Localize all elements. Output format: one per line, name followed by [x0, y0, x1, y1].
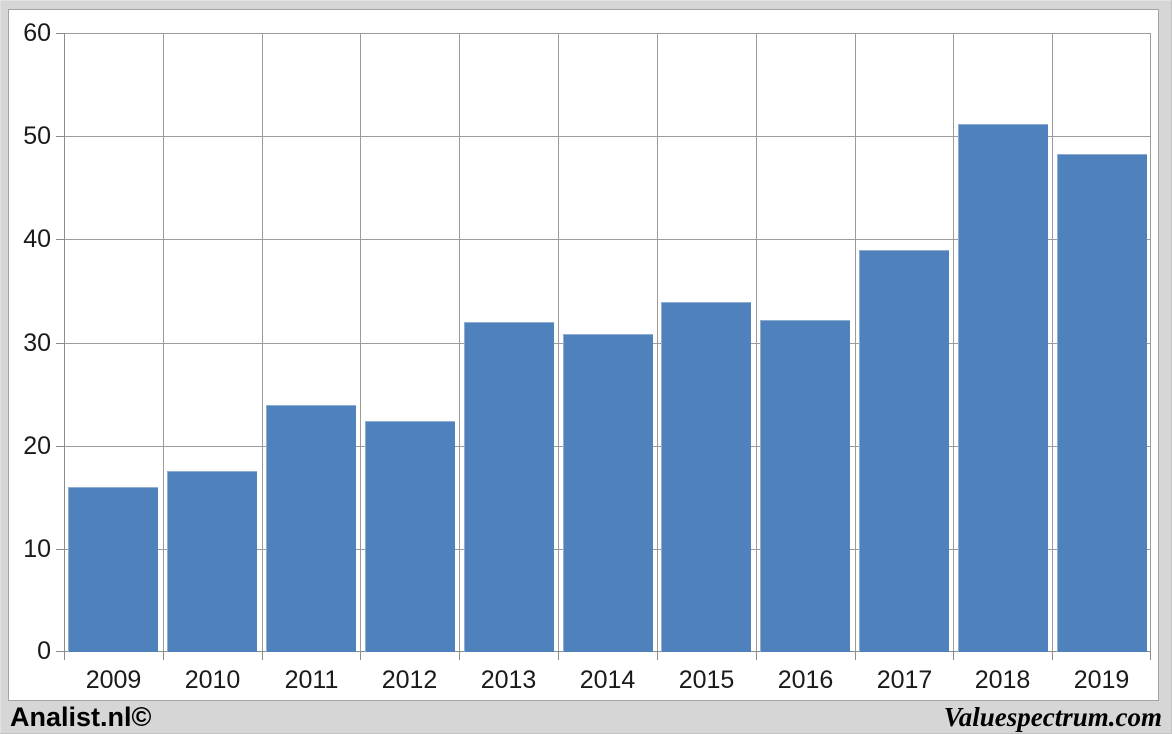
bar-2014: [563, 334, 653, 652]
footer-brand-analist: Analist.nl©: [10, 702, 152, 732]
bar-2012: [365, 421, 455, 652]
x-axis-label: 2019: [1073, 666, 1130, 694]
bar-2016: [760, 320, 850, 652]
horizontal-gridline: [64, 33, 1151, 34]
x-axis-tick: [360, 652, 361, 660]
x-axis-label: 2014: [579, 666, 636, 694]
y-axis-tick: [56, 549, 64, 550]
y-axis-tick: [56, 651, 64, 652]
x-axis-tick: [953, 652, 954, 660]
x-axis-label: 2011: [284, 666, 339, 694]
chart-panel: 0 10 20 30 40 50 60 2009 2010 2011 2012 2013 2014 201…: [8, 9, 1159, 701]
plot-area: 0 10 20 30 40 50 60 2009 2010 2011 2012 2013 2014 201…: [23, 19, 1151, 694]
x-axis-tick: [756, 652, 757, 660]
y-axis-label: 30: [23, 329, 51, 357]
horizontal-gridline: [64, 239, 1151, 240]
x-axis-label: 2009: [85, 666, 142, 694]
bar-2019: [1057, 154, 1147, 652]
x-axis-label: 2017: [876, 666, 933, 694]
x-axis-tick: [657, 652, 658, 660]
horizontal-gridline: [64, 136, 1151, 137]
y-axis-label: 0: [37, 637, 51, 665]
x-axis-label: 2013: [480, 666, 537, 694]
y-axis-tick: [56, 239, 64, 240]
y-axis-tick: [56, 343, 64, 344]
x-axis-tick: [262, 652, 263, 660]
x-axis-tick: [163, 652, 164, 660]
x-axis-tick: [1150, 652, 1151, 660]
x-axis-tick: [1052, 652, 1053, 660]
bar-2013: [464, 322, 554, 652]
y-axis-label: 40: [23, 225, 51, 253]
x-axis-tick: [558, 652, 559, 660]
vertical-gridline: [855, 33, 856, 652]
bar-2017: [859, 250, 949, 652]
bar-2011: [266, 405, 356, 652]
x-axis-label: 2010: [184, 666, 241, 694]
y-axis-label: 10: [23, 535, 51, 563]
y-axis-tick: [56, 136, 64, 137]
y-axis-tick: [56, 33, 64, 34]
vertical-gridline: [459, 33, 460, 652]
bar-2015: [661, 302, 751, 652]
vertical-gridline: [558, 33, 559, 652]
x-axis-label: 2016: [777, 666, 834, 694]
vertical-gridline: [163, 33, 164, 652]
vertical-gridline: [360, 33, 361, 652]
bar-2009: [68, 487, 158, 652]
vertical-gridline: [1052, 33, 1053, 652]
y-axis-tick: [56, 446, 64, 447]
vertical-gridline: [756, 33, 757, 652]
bar-2010: [167, 471, 257, 652]
vertical-gridline: [657, 33, 658, 652]
x-axis-label: 2018: [974, 666, 1031, 694]
x-axis-tick: [459, 652, 460, 660]
footer-brand-valuespectrum: Valuespectrum.com: [943, 702, 1162, 732]
y-axis-label: 50: [23, 122, 51, 150]
x-axis-tick: [855, 652, 856, 660]
bar-2018: [958, 124, 1048, 652]
x-axis-label: 2015: [678, 666, 735, 694]
vertical-gridline: [262, 33, 263, 652]
x-axis-tick: [64, 652, 65, 660]
y-axis-line: [64, 33, 65, 652]
footer-bar: Analist.nl© Valuespectrum.com: [8, 701, 1164, 734]
y-axis-label: 20: [23, 432, 51, 460]
vertical-gridline: [953, 33, 954, 652]
x-axis-label: 2012: [381, 666, 438, 694]
vertical-gridline: [1150, 33, 1151, 652]
y-axis-label: 60: [23, 19, 51, 47]
